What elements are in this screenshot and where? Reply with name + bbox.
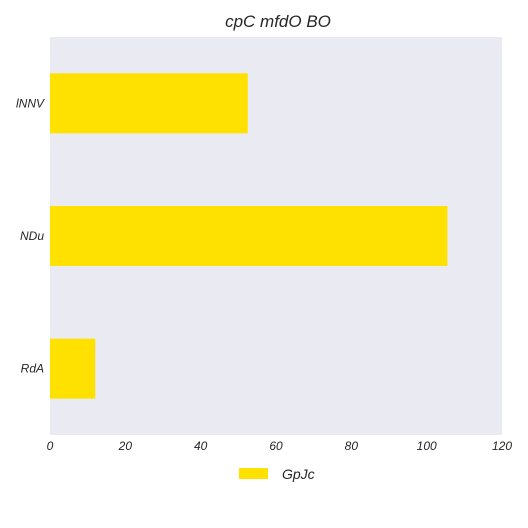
legend: GpJc	[239, 466, 315, 482]
chart-title: cpC mfdO BO	[225, 12, 331, 31]
bars-layer	[50, 73, 448, 399]
legend-swatch	[239, 468, 268, 479]
bar-lNNV	[50, 73, 248, 134]
bar-NDu	[50, 206, 448, 266]
x-tick-label: 80	[345, 439, 359, 453]
y-tick-label: lNNV	[16, 96, 45, 110]
x-tick-label: 100	[417, 439, 437, 453]
x-tick-label: 40	[194, 439, 208, 453]
x-tick-label: 20	[118, 439, 133, 453]
legend-label: GpJc	[282, 466, 315, 482]
x-tick-label: 120	[492, 439, 512, 453]
y-axis: lNNV NDu RdA	[16, 96, 45, 375]
x-tick-label: 0	[47, 439, 54, 453]
bar-RdA	[50, 338, 96, 399]
x-tick-label: 60	[269, 439, 283, 453]
y-tick-label: RdA	[21, 362, 44, 376]
y-tick-label: NDu	[20, 229, 44, 243]
x-axis: 0 20 40 60 80 100 120	[47, 439, 513, 453]
